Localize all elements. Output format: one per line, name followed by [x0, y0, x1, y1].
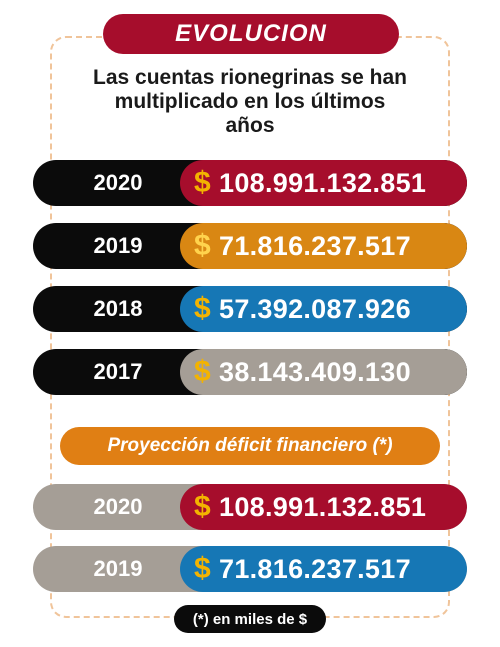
- row-amount-pill: $ 71.816.237.517: [180, 546, 467, 592]
- dollar-sign: $: [194, 229, 211, 262]
- projection-title: Proyección déficit financiero (*): [107, 435, 393, 456]
- row-amount: 108.991.132.851: [219, 167, 427, 198]
- dollar-sign: $: [194, 552, 211, 585]
- dollar-sign: $: [194, 355, 211, 388]
- row-year: 2020: [93, 494, 143, 519]
- projection-banner: Proyección déficit financiero (*): [60, 427, 440, 465]
- projection-row-2019: 2019 $ 71.816.237.517: [33, 546, 467, 592]
- row-amount: 57.392.087.926: [219, 293, 411, 324]
- evolution-row-2017: 2017 $ 38.143.409.130: [33, 349, 467, 395]
- dollar-sign: $: [194, 292, 211, 325]
- row-amount: 71.816.237.517: [219, 553, 411, 584]
- evolution-row-2020: 2020 $ 108.991.132.851: [33, 160, 467, 206]
- subtitle: Las cuentas rionegrinas se han multiplic…: [93, 66, 407, 137]
- row-amount-pill: $ 108.991.132.851: [180, 484, 467, 530]
- evolution-row-2018: 2018 $ 57.392.087.926: [33, 286, 467, 332]
- dollar-sign: $: [194, 490, 211, 523]
- row-year: 2018: [93, 296, 143, 321]
- dollar-sign: $: [194, 166, 211, 199]
- row-amount: 38.143.409.130: [219, 356, 411, 387]
- row-amount-pill: $ 108.991.132.851: [180, 160, 467, 206]
- row-year: 2017: [93, 359, 143, 384]
- evolution-row-2019: 2019 $ 71.816.237.517: [33, 223, 467, 269]
- footnote-badge: (*) en miles de $: [174, 605, 326, 633]
- row-amount: 108.991.132.851: [219, 491, 427, 522]
- row-amount: 71.816.237.517: [219, 230, 411, 261]
- footnote-text: (*) en miles de $: [192, 610, 308, 628]
- projection-row-2020: 2020 $ 108.991.132.851: [33, 484, 467, 530]
- row-amount-pill: $ 71.816.237.517: [180, 223, 467, 269]
- row-amount-pill: $ 57.392.087.926: [180, 286, 467, 332]
- row-year: 2019: [93, 233, 143, 258]
- row-year: 2019: [93, 556, 143, 581]
- row-year: 2020: [93, 170, 143, 195]
- title-banner: EVOLUCION: [103, 14, 399, 54]
- title-text: EVOLUCION: [175, 20, 327, 47]
- row-amount-pill: $ 38.143.409.130: [180, 349, 467, 395]
